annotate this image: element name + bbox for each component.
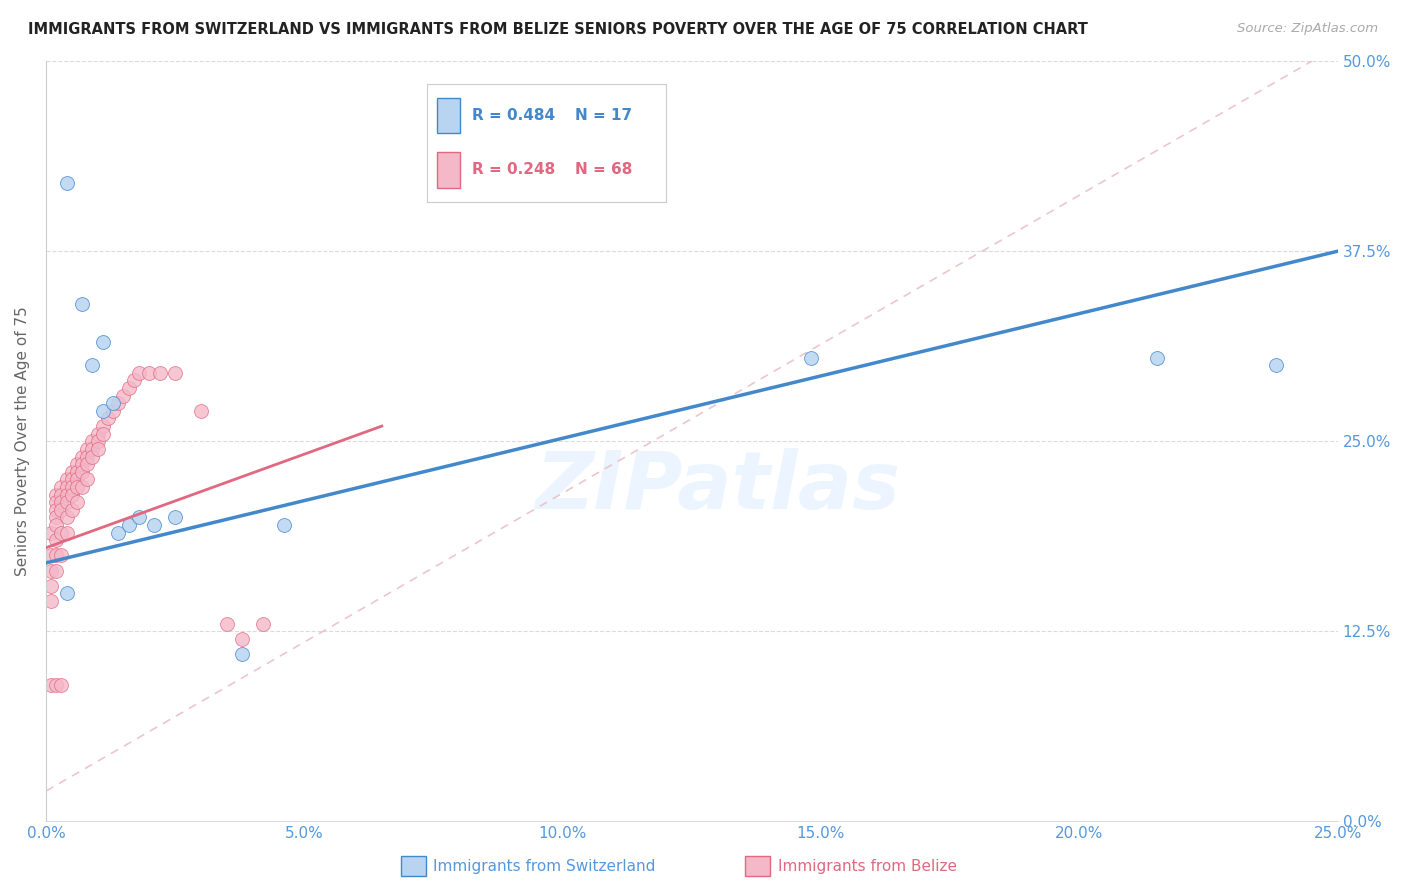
Point: [76, 457, 98, 471]
Point: [55, 525, 77, 540]
Point: [122, 374, 145, 388]
Point: [45, 517, 67, 532]
Point: [165, 510, 187, 524]
Point: [107, 396, 129, 410]
Point: [51, 525, 73, 540]
Point: [45, 533, 67, 548]
Point: [86, 442, 108, 456]
Text: ZIPatlas: ZIPatlas: [536, 448, 900, 526]
Point: [149, 366, 172, 380]
Point: [51, 495, 73, 509]
Point: [45, 510, 67, 524]
Point: [60, 472, 83, 486]
Point: [117, 517, 139, 532]
Point: [55, 472, 77, 486]
Point: [76, 442, 98, 456]
Point: [60, 487, 83, 501]
Point: [55, 176, 77, 190]
Point: [60, 502, 83, 516]
Point: [51, 487, 73, 501]
Point: [51, 677, 73, 691]
Point: [97, 411, 120, 425]
Point: [117, 381, 139, 395]
Point: [138, 366, 160, 380]
Point: [273, 517, 295, 532]
Point: [70, 465, 93, 479]
Point: [91, 426, 114, 441]
Point: [231, 647, 253, 661]
Point: [107, 525, 129, 540]
Point: [128, 510, 150, 524]
Point: [101, 404, 124, 418]
Point: [39, 579, 62, 593]
Point: [39, 594, 62, 608]
Point: [252, 616, 274, 631]
Point: [86, 434, 108, 449]
Point: [800, 351, 823, 365]
Point: [70, 450, 93, 464]
Point: [55, 495, 77, 509]
Point: [82, 358, 104, 372]
Point: [76, 472, 98, 486]
Point: [76, 450, 98, 464]
Point: [1146, 351, 1168, 365]
Text: IMMIGRANTS FROM SWITZERLAND VS IMMIGRANTS FROM BELIZE SENIORS POVERTY OVER THE A: IMMIGRANTS FROM SWITZERLAND VS IMMIGRANT…: [28, 22, 1088, 37]
Point: [45, 487, 67, 501]
Point: [66, 472, 89, 486]
Point: [66, 457, 89, 471]
Point: [60, 465, 83, 479]
Point: [45, 564, 67, 578]
Point: [165, 366, 187, 380]
Point: [45, 549, 67, 563]
Point: [55, 586, 77, 600]
Point: [91, 404, 114, 418]
Point: [55, 487, 77, 501]
Point: [86, 426, 108, 441]
Point: [51, 549, 73, 563]
Point: [55, 510, 77, 524]
Point: [45, 502, 67, 516]
Point: [128, 366, 150, 380]
Point: [51, 502, 73, 516]
Point: [55, 480, 77, 494]
Point: [70, 457, 93, 471]
Point: [45, 495, 67, 509]
Point: [82, 434, 104, 449]
Point: [70, 297, 93, 311]
Point: [39, 677, 62, 691]
Point: [112, 389, 135, 403]
Point: [66, 465, 89, 479]
Text: Source: ZipAtlas.com: Source: ZipAtlas.com: [1237, 22, 1378, 36]
Point: [39, 564, 62, 578]
Point: [70, 480, 93, 494]
Point: [91, 335, 114, 350]
Point: [82, 450, 104, 464]
Point: [82, 442, 104, 456]
Text: Immigrants from Belize: Immigrants from Belize: [778, 859, 956, 873]
Point: [39, 525, 62, 540]
Point: [51, 480, 73, 494]
Text: Immigrants from Switzerland: Immigrants from Switzerland: [433, 859, 655, 873]
Point: [66, 480, 89, 494]
Y-axis label: Seniors Poverty Over the Age of 75: Seniors Poverty Over the Age of 75: [15, 307, 30, 576]
Point: [39, 549, 62, 563]
Point: [60, 480, 83, 494]
Point: [91, 419, 114, 434]
Point: [215, 616, 238, 631]
Point: [190, 404, 212, 418]
Point: [66, 495, 89, 509]
Point: [101, 396, 124, 410]
Point: [1264, 358, 1286, 372]
Point: [143, 517, 166, 532]
Point: [231, 632, 253, 646]
Point: [45, 677, 67, 691]
